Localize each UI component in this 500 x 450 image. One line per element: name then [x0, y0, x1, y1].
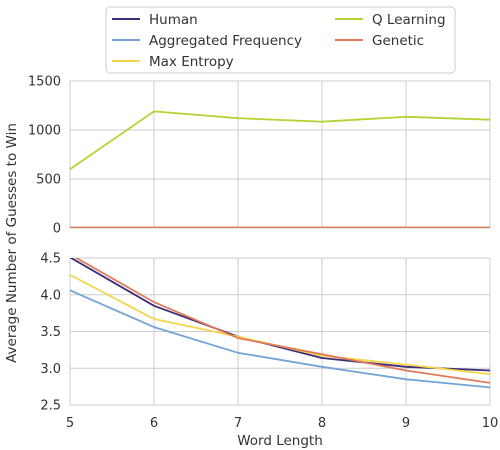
- y-axis-label: Average Number of Guesses to Win: [4, 123, 20, 363]
- upper-series-lines: [70, 110, 490, 228]
- y-tick-label-lower-4: 4.5: [40, 252, 61, 267]
- y-tick-label-lower-2: 3.5: [40, 325, 61, 340]
- legend-label-human: Human: [149, 12, 198, 28]
- legend-label-q-learning: Q Learning: [372, 12, 446, 28]
- legend-label-max-entropy: Max Entropy: [149, 54, 234, 70]
- x-tick-label-4: 9: [402, 416, 410, 431]
- y-tick-label-upper-1: 500: [36, 173, 61, 188]
- series-line-lower-aggregated-frequency: [70, 289, 490, 389]
- y-tick-label-lower-1: 3.0: [40, 362, 61, 377]
- y-tick-label-upper-2: 1000: [28, 124, 61, 139]
- x-tick-label-5: 10: [482, 416, 499, 431]
- lower-panel: 2.5 3.0 3.5 4.0 4.5: [40, 252, 491, 414]
- series-line-lower-genetic: [74, 258, 490, 384]
- y-tick-label-upper-3: 1500: [28, 75, 61, 90]
- x-tick-label-1: 6: [150, 416, 158, 431]
- y-tick-label-lower-0: 2.5: [40, 399, 61, 414]
- x-tick-label-3: 8: [318, 416, 326, 431]
- legend-frame: [105, 6, 456, 74]
- y-tick-label-upper-0: 0: [53, 222, 61, 237]
- upper-panel: 0 500 1000 1500: [28, 75, 491, 237]
- upper-panel-frame: [69, 80, 491, 229]
- x-axis-label: Word Length: [237, 433, 323, 449]
- x-tick-label-0: 5: [66, 416, 74, 431]
- series-line-upper-q-learning: [70, 110, 490, 170]
- x-tick-label-2: 7: [234, 416, 242, 431]
- lower-panel-frame: [69, 257, 491, 406]
- y-tick-label-lower-3: 4.0: [40, 288, 61, 303]
- lower-series-lines: [70, 258, 490, 389]
- series-line-lower-human: [70, 258, 490, 372]
- legend-label-genetic: Genetic: [372, 33, 424, 49]
- legend-label-aggregated-frequency: Aggregated Frequency: [149, 33, 302, 49]
- x-axis-ticks: 5 6 7 8 9 10: [66, 416, 498, 431]
- legend: Human Aggregated Frequency Max Entropy Q Le…: [105, 6, 456, 74]
